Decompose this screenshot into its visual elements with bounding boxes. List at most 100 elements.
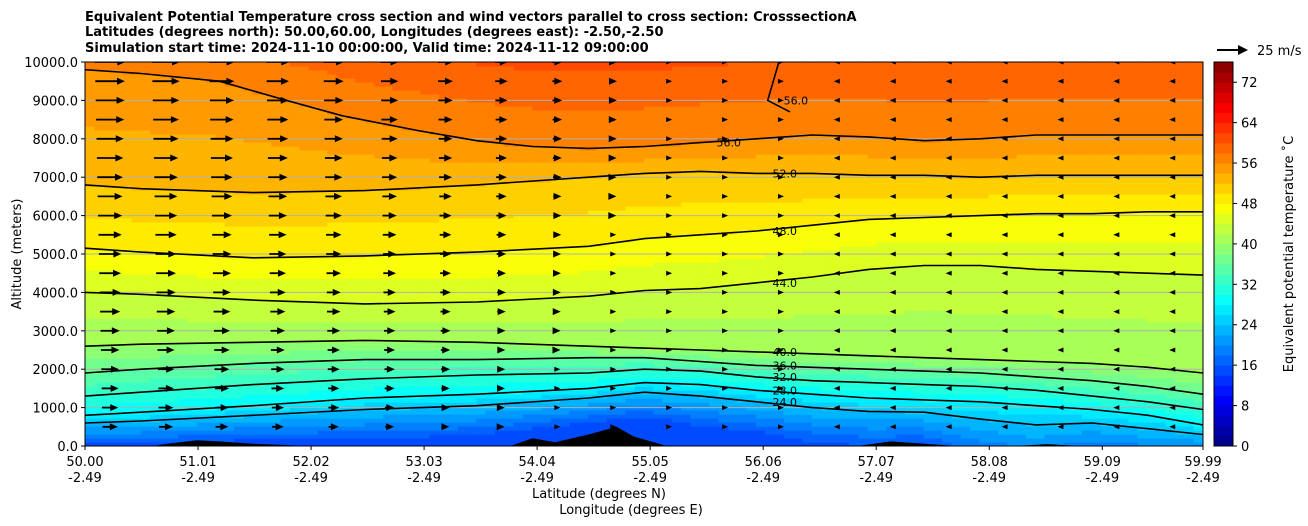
field-cell: [271, 158, 282, 163]
field-cell: [411, 362, 421, 367]
field-cell: [364, 442, 375, 446]
field-cell: [392, 266, 403, 271]
field-cell: [317, 270, 328, 275]
field-cell: [206, 214, 217, 219]
field-cell: [466, 130, 477, 135]
field-cell: [85, 218, 95, 223]
field-cell: [159, 210, 170, 215]
field-cell: [187, 234, 198, 239]
field-cell: [504, 386, 515, 391]
field-cell: [429, 238, 440, 243]
field-cell: [131, 338, 142, 343]
field-cell: [122, 238, 133, 243]
field-cell: [429, 326, 440, 331]
field-cell: [150, 198, 161, 203]
field-cell: [383, 222, 394, 227]
field-cell: [299, 90, 310, 95]
field-cell: [504, 118, 515, 123]
field-cell: [224, 150, 235, 155]
field-cell: [411, 334, 421, 339]
field-cell: [373, 250, 384, 255]
field-cell: [327, 278, 338, 283]
field-cell: [308, 158, 319, 163]
field-cell: [187, 410, 198, 415]
field-cell: [466, 182, 477, 187]
field-cell: [85, 390, 95, 395]
field-cell: [243, 390, 254, 395]
field-cell: [234, 230, 244, 235]
field-cell: [168, 170, 179, 175]
field-cell: [299, 238, 310, 243]
field-cell: [532, 206, 543, 211]
field-cell: [243, 170, 254, 175]
field-cell: [280, 130, 291, 135]
field-cell: [234, 350, 244, 355]
field-cell: [355, 242, 366, 247]
field-cell: [383, 418, 394, 423]
field-cell: [280, 166, 291, 171]
field-cell: [196, 122, 207, 127]
field-cell: [457, 410, 468, 415]
field-cell: [466, 306, 477, 311]
field-cell: [364, 306, 375, 311]
field-cell: [112, 102, 123, 107]
field-cell: [215, 134, 226, 139]
field-cell: [336, 146, 347, 151]
field-cell: [103, 302, 114, 307]
field-cell: [401, 418, 412, 423]
field-cell: [392, 258, 403, 263]
field-cell: [85, 266, 95, 271]
field-cell: [252, 214, 263, 219]
field-cell: [541, 274, 552, 279]
field-cell: [280, 438, 291, 443]
field-cell: [234, 374, 244, 379]
field-cell: [522, 258, 533, 263]
field-cell: [364, 190, 375, 195]
field-cell: [411, 162, 421, 167]
field-cell: [289, 138, 300, 143]
field-cell: [494, 394, 505, 399]
field-cell: [299, 138, 310, 143]
field-cell: [466, 434, 477, 439]
field-cell: [448, 174, 459, 179]
field-cell: [383, 322, 394, 327]
field-cell: [280, 318, 291, 323]
field-cell: [271, 166, 282, 171]
field-cell: [373, 138, 384, 143]
field-cell: [364, 178, 375, 183]
field-cell: [122, 202, 133, 207]
field-cell: [150, 294, 161, 299]
field-cell: [392, 278, 403, 283]
field-cell: [466, 334, 477, 339]
field-cell: [112, 306, 123, 311]
field-cell: [522, 202, 533, 207]
field-cell: [224, 146, 235, 151]
field-cell: [411, 306, 421, 311]
field-cell: [457, 430, 468, 435]
field-cell: [504, 270, 515, 275]
field-cell: [429, 298, 440, 303]
field-cell: [532, 182, 543, 187]
field-cell: [178, 274, 189, 279]
field-cell: [550, 190, 561, 195]
field-cell: [299, 438, 310, 443]
field-cell: [439, 226, 449, 231]
field-cell: [187, 346, 198, 351]
field-cell: [178, 118, 189, 123]
field-cell: [448, 330, 459, 335]
field-cell: [94, 294, 105, 299]
field-cell: [112, 422, 123, 427]
field-cell: [327, 434, 338, 439]
field-cell: [140, 350, 151, 355]
field-cell: [262, 350, 272, 355]
field-cell: [178, 74, 189, 79]
field-cell: [299, 142, 310, 147]
field-cell: [308, 178, 319, 183]
field-cell: [420, 430, 431, 435]
field-cell: [150, 406, 161, 411]
field-cell: [355, 370, 366, 375]
field-cell: [532, 418, 543, 423]
field-cell: [150, 258, 161, 263]
field-cell: [494, 286, 505, 291]
field-cell: [252, 398, 263, 403]
